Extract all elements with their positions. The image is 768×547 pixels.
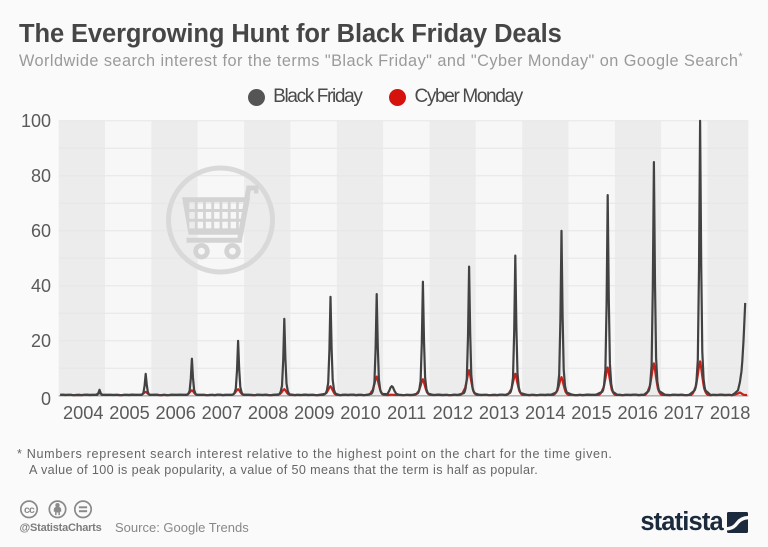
- svg-text:cc: cc: [24, 504, 35, 516]
